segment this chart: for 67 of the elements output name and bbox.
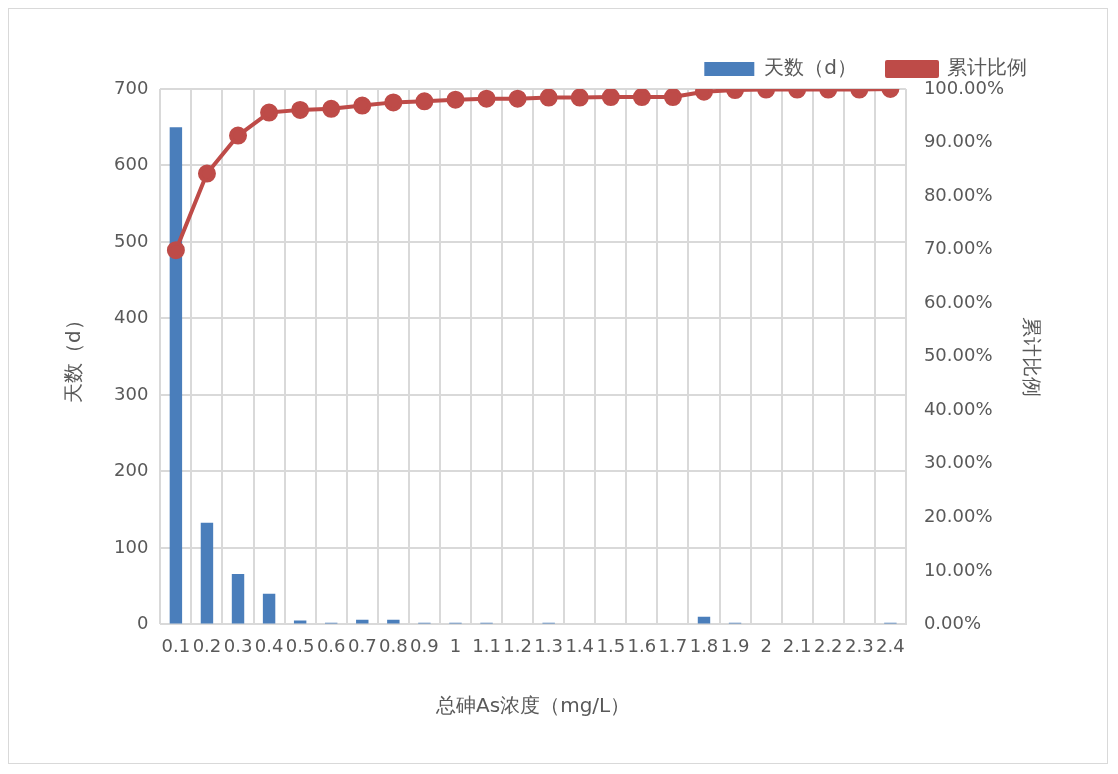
x-tick-label: 2.2 (813, 634, 843, 656)
legend-label: 天数（d） (764, 55, 858, 80)
y2-axis-title: 累计比例 (1019, 316, 1044, 397)
bar (262, 593, 276, 624)
y2-tick-label: 0.00% (923, 612, 982, 634)
x-tick-label: 0.2 (192, 634, 222, 656)
y2-tick-label: 60.00% (923, 290, 993, 312)
y2-tick-label: 30.00% (923, 451, 993, 473)
x-tick-label: 1.5 (596, 634, 626, 656)
y-tick-label: 300 (114, 382, 149, 404)
x-axis-title: 总砷As浓度（mg/L） (435, 693, 631, 718)
x-tick-label: 2.1 (782, 634, 812, 656)
x-tick-label: 1.2 (503, 634, 532, 656)
x-tick-label: 2.3 (845, 634, 874, 656)
x-tick-label: 0.4 (254, 634, 284, 656)
x-tick-label: 1.1 (472, 634, 501, 656)
point (322, 99, 341, 118)
x-tick-label: 0.1 (161, 634, 191, 656)
y-tick-label: 200 (114, 459, 149, 481)
x-tick-label: 1.9 (720, 634, 750, 656)
x-tick-label: 2.4 (876, 634, 905, 656)
y-tick-label: 100 (114, 535, 149, 557)
point (508, 89, 527, 108)
point (291, 100, 310, 119)
y2-tick-label: 70.00% (923, 237, 993, 259)
x-tick-label: 1.7 (658, 634, 688, 656)
x-tick-label: 0.6 (316, 634, 346, 656)
y-tick-label: 500 (114, 229, 149, 251)
x-tick-label: 1.6 (627, 634, 657, 656)
point (663, 89, 682, 107)
y-tick-label: 600 (114, 153, 149, 175)
y2-tick-label: 80.00% (923, 183, 993, 205)
x-tick-label: 0.8 (379, 634, 408, 656)
point (197, 164, 216, 183)
point (570, 89, 589, 107)
point (260, 103, 279, 122)
x-tick-label: 0.5 (285, 634, 315, 656)
point (601, 89, 620, 107)
point (539, 89, 558, 107)
y-tick-label: 700 (114, 76, 149, 98)
x-tick-label: 1 (449, 634, 462, 656)
y2-tick-label: 50.00% (923, 344, 993, 366)
bar (231, 573, 245, 624)
x-tick-label: 0.7 (347, 634, 377, 656)
y2-tick-label: 20.00% (923, 504, 993, 526)
y-axis-title: 天数（d） (61, 310, 86, 404)
y2-tick-label: 40.00% (923, 397, 993, 419)
y2-tick-label: 90.00% (923, 130, 993, 152)
point (353, 96, 372, 115)
point (415, 92, 434, 111)
x-tick-label: 0.9 (410, 634, 439, 656)
point (384, 93, 403, 112)
x-tick-label: 1.3 (534, 634, 563, 656)
x-tick-label: 2 (760, 634, 772, 656)
y2-tick-label: 10.00% (923, 558, 993, 580)
bar (200, 522, 214, 624)
point (446, 90, 465, 109)
point (166, 241, 185, 260)
point (229, 126, 248, 145)
point (632, 89, 651, 107)
bar (169, 127, 183, 624)
point (477, 89, 496, 108)
y-tick-label: 400 (114, 306, 149, 328)
y-tick-label: 0 (136, 612, 149, 634)
x-tick-label: 1.8 (689, 634, 719, 656)
x-tick-label: 1.4 (565, 634, 595, 656)
x-tick-label: 0.3 (223, 634, 253, 656)
